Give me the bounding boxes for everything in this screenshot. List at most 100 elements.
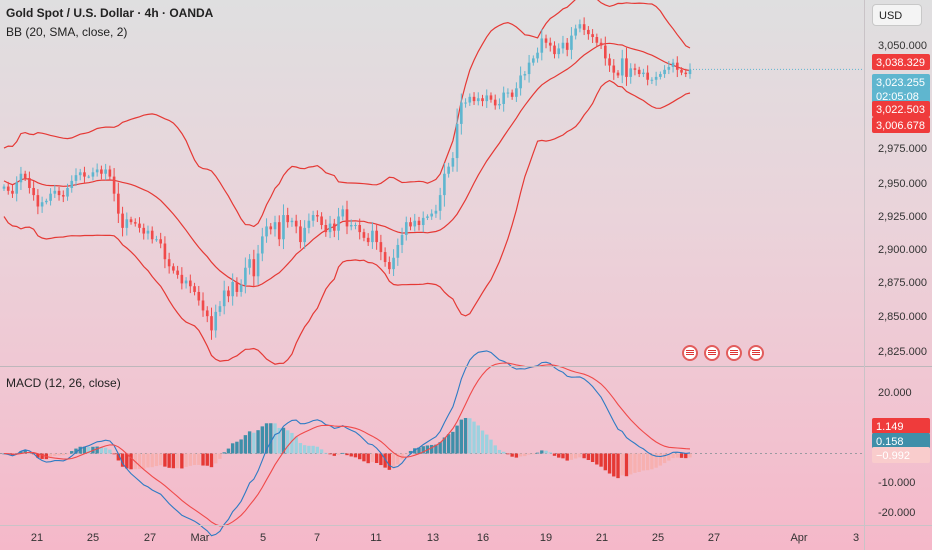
macd-histogram-bar [319, 449, 324, 454]
candle [481, 94, 484, 107]
bollinger-legend[interactable]: BB (20, SMA, close, 2) [6, 25, 128, 39]
us-flag-event-icon[interactable] [726, 345, 742, 361]
candle [447, 162, 450, 178]
candle [108, 165, 112, 181]
macd-legend[interactable]: MACD (12, 26, close) [6, 376, 121, 390]
macd-histogram-bar [167, 453, 171, 468]
candle [548, 37, 552, 52]
macd-histogram-bar [429, 444, 434, 454]
candle [324, 219, 328, 237]
candle [303, 220, 306, 249]
macd-histogram-bar [307, 445, 311, 454]
symbol-title[interactable]: Gold Spot / U.S. Dollar · 4h · OANDA [6, 6, 213, 20]
macd-histogram-bar [197, 453, 201, 465]
macd-histogram-bar [61, 453, 65, 456]
candle-body [163, 243, 167, 260]
candle [45, 198, 48, 205]
candle [146, 225, 150, 240]
candle-body [646, 72, 649, 80]
candle-body [358, 225, 362, 233]
candle [78, 168, 82, 181]
candle [167, 252, 171, 274]
macd-histogram-bar [264, 423, 269, 454]
candle [608, 53, 611, 72]
currency-selector[interactable]: USD [872, 4, 922, 26]
candle-body [561, 42, 565, 49]
candle-body [582, 24, 586, 30]
macd-histogram-bar [298, 443, 303, 454]
candle [637, 66, 641, 78]
candle [510, 89, 514, 100]
macd-tag: 0.158 [876, 436, 904, 448]
macd-histogram-bar [23, 450, 27, 454]
candle [163, 236, 167, 269]
macd-histogram-bar [408, 450, 413, 454]
macd-histogram-bar [201, 453, 205, 466]
candle-body [83, 172, 86, 177]
candle [87, 174, 91, 179]
price-tag-bg [872, 74, 930, 90]
candle-body [100, 169, 103, 174]
pane-divider[interactable] [0, 366, 932, 367]
macd-histogram-bar [658, 453, 663, 466]
candle-body [565, 42, 569, 50]
macd-histogram-bar [374, 453, 379, 464]
candle-body [417, 220, 421, 226]
candle-body [324, 225, 328, 233]
macd-histogram-bar [540, 450, 544, 454]
candle-body [303, 227, 306, 243]
macd-tick-label: 20.000 [878, 387, 912, 399]
candle-body [205, 310, 209, 317]
candle-body [481, 98, 484, 102]
macd-histogram-bar [180, 453, 184, 469]
macd-histogram-bar [506, 453, 510, 455]
candle-body [675, 62, 679, 70]
macd-histogram-bar [624, 453, 629, 477]
us-flag-event-icon[interactable] [704, 345, 720, 361]
macd-histogram-bar [446, 434, 451, 454]
candle-body [214, 311, 218, 331]
price-tick-label: 2,850.000 [878, 311, 927, 323]
us-flag-event-icon[interactable] [748, 345, 764, 361]
macd-histogram-bar [480, 430, 485, 454]
candle [337, 207, 340, 241]
candle [667, 60, 671, 75]
macd-histogram-bar [362, 453, 366, 462]
candle-body [438, 195, 442, 211]
candle [244, 257, 247, 294]
price-tag: 02:05:08 [876, 91, 919, 103]
macd-histogram-bar [548, 452, 552, 454]
candle [214, 304, 218, 338]
macd-histogram-bar [74, 448, 78, 454]
macd-histogram-bar [209, 453, 214, 468]
candle-body [53, 190, 57, 194]
macd-tag: −0.992 [876, 450, 910, 462]
candle-body [515, 88, 518, 97]
candle-body [667, 66, 671, 70]
macd-histogram-bar [146, 453, 150, 468]
candle [66, 183, 69, 201]
candle-body [159, 239, 162, 244]
macd-histogram-bar [349, 453, 353, 457]
macd-histogram-bar [370, 453, 375, 462]
candle-body [659, 74, 662, 77]
macd-histogram-bar [218, 453, 222, 459]
candle-body [70, 180, 74, 188]
candle [362, 228, 366, 242]
candle-body [519, 75, 522, 89]
candle-body [6, 186, 10, 191]
candle [451, 152, 455, 172]
macd-histogram-bar [607, 453, 612, 474]
us-flag-event-icon[interactable] [682, 345, 698, 361]
macd-histogram-bar [116, 453, 121, 461]
candle [489, 92, 493, 103]
macd-histogram-bar [684, 453, 688, 459]
symbol-title-text: Gold Spot / U.S. Dollar · 4h · OANDA [6, 6, 214, 20]
candle [222, 280, 226, 315]
candle-body [485, 95, 489, 102]
candle-body [341, 209, 345, 217]
candle [176, 265, 179, 279]
macd-histogram-bar [637, 453, 641, 472]
candle [23, 170, 27, 182]
